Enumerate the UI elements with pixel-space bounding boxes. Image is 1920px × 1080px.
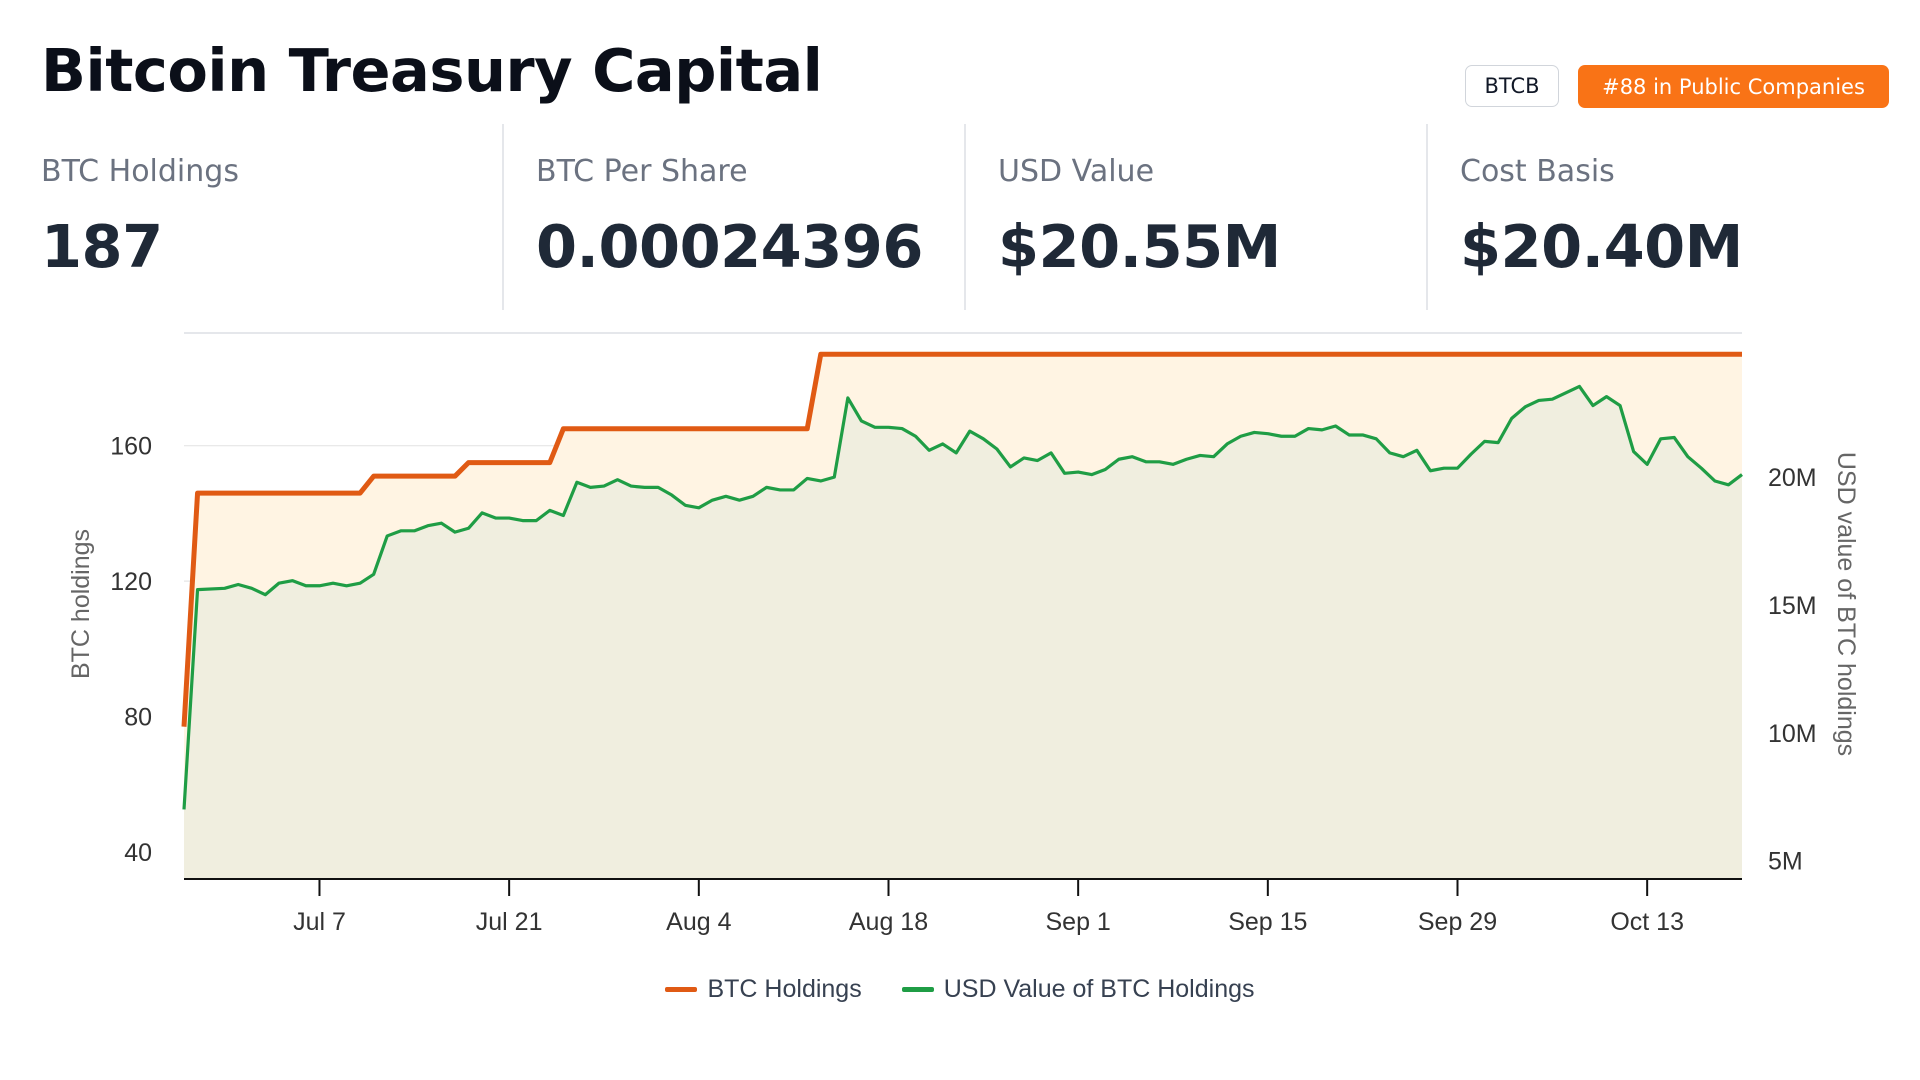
stat-label: Cost Basis [1460, 154, 1615, 189]
legend-swatch [665, 987, 698, 992]
legend-item-btc-holdings[interactable]: BTC Holdings [665, 975, 862, 1004]
x-tick-label: Sep 29 [1418, 908, 1497, 936]
stat-label: BTC Per Share [536, 154, 748, 189]
y2-tick-label: 5M [1768, 848, 1803, 876]
x-tick-label: Sep 1 [1045, 908, 1110, 936]
y2-tick-label: 10M [1768, 720, 1817, 748]
x-tick-label: Aug 4 [666, 908, 731, 936]
stat-value: $20.40M [1460, 212, 1743, 281]
legend-item-usd-value[interactable]: USD Value of BTC Holdings [901, 975, 1255, 1004]
y2-axis-title: USD value of BTC holdings [1832, 452, 1860, 756]
usd-value-line [182, 384, 1743, 810]
stat-value: 187 [41, 212, 163, 281]
chart-legend: BTC Holdings USD Value of BTC Holdings [0, 975, 1920, 1004]
y2-tick-label: 20M [1768, 464, 1817, 492]
stats-row: BTC Holdings 187 BTC Per Share 0.0002439… [0, 124, 1920, 310]
y-axis-title: BTC holdings [67, 529, 95, 679]
usd-value-area [184, 386, 1742, 879]
stat-label: USD Value [998, 154, 1155, 189]
y-tick-label: 80 [124, 704, 152, 732]
stat-value: $20.55M [998, 212, 1281, 281]
page-title: Bitcoin Treasury Capital [41, 36, 823, 105]
y-tick-label: 40 [124, 839, 152, 867]
legend-label: BTC Holdings [707, 975, 862, 1003]
stat-divider [964, 124, 966, 310]
x-tick-label: Jul 21 [476, 908, 543, 936]
holdings-chart[interactable]: Jul 7 Jul 21 Aug 4 Aug 18 Sep 1 Sep 15 Sep 29 O… [0, 300, 1920, 950]
legend-label: USD Value of BTC Holdings [943, 975, 1255, 1003]
stat-divider [1426, 124, 1428, 310]
legend-swatch [901, 987, 934, 992]
y-tick-label: 160 [110, 433, 152, 461]
x-tick-label: Aug 18 [849, 908, 928, 936]
x-tick-label: Oct 13 [1610, 908, 1684, 936]
stat-value: 0.00024396 [536, 212, 923, 281]
ticker-badge[interactable]: BTCB [1465, 65, 1559, 107]
y2-tick-label: 15M [1768, 592, 1817, 620]
stat-label: BTC Holdings [41, 154, 239, 189]
y-tick-label: 120 [110, 568, 152, 596]
stat-divider [502, 124, 504, 310]
rank-badge[interactable]: #88 in Public Companies [1578, 65, 1889, 108]
holdings-line [181, 351, 1742, 727]
x-tick-label: Sep 15 [1228, 908, 1307, 936]
x-tick-label: Jul 7 [293, 908, 346, 936]
